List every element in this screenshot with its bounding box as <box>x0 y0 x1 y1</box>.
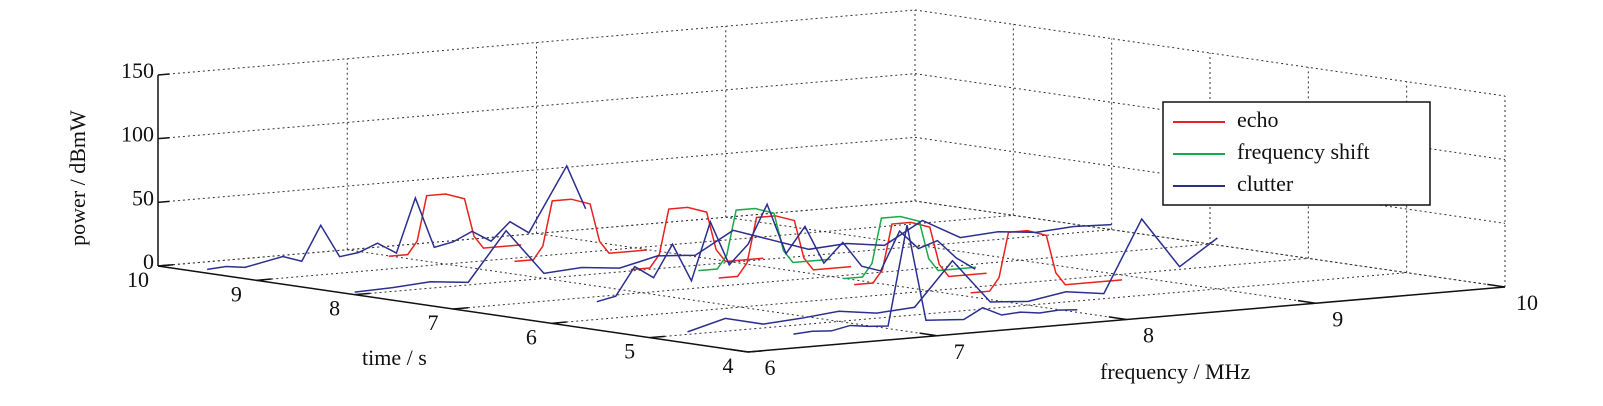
x-tick <box>1487 283 1506 288</box>
y-tick <box>256 278 272 282</box>
grid-line <box>536 233 1127 320</box>
grid-line <box>354 229 1112 296</box>
grid-line <box>256 214 1014 281</box>
trace <box>207 164 587 271</box>
trace <box>687 217 1218 333</box>
trace <box>718 215 852 279</box>
grid-line <box>725 216 1316 304</box>
x-tick-label: 7 <box>954 339 965 364</box>
grid-line <box>914 136 1506 224</box>
y-tick-label: 4 <box>723 353 734 378</box>
grid-line <box>157 200 916 267</box>
y-tick-label: 9 <box>231 281 242 306</box>
x-tick-label: 6 <box>765 355 776 380</box>
trace <box>388 193 522 257</box>
y-tick-label: 5 <box>624 339 635 364</box>
legend-label: clutter <box>1237 171 1294 196</box>
x-tick <box>1108 316 1127 321</box>
y-tick-label: 8 <box>329 296 340 321</box>
z-tick-label: 0 <box>143 249 154 274</box>
x-tick-label: 10 <box>1516 290 1538 315</box>
grid-line <box>347 249 938 337</box>
y-tick <box>747 349 764 353</box>
grid-line <box>157 9 916 76</box>
z-axis-label: power / dBmW <box>65 110 90 246</box>
y-tick <box>649 335 665 339</box>
grid-line <box>914 9 1506 97</box>
y-tick-label: 6 <box>526 324 537 349</box>
z-tick-label: 150 <box>121 58 154 83</box>
grid-line <box>157 136 916 203</box>
trace <box>843 215 977 280</box>
x-tick <box>1297 299 1316 304</box>
trace <box>514 198 647 263</box>
y-tick-label: 10 <box>127 267 149 292</box>
legend-box <box>1162 101 1431 206</box>
y-tick <box>354 292 370 296</box>
trace <box>354 219 1112 293</box>
grid-line <box>157 73 916 140</box>
trace <box>630 206 764 271</box>
z-tick <box>157 73 170 76</box>
z-tick-label: 50 <box>132 185 154 210</box>
grid-line <box>452 243 1211 310</box>
x-axis-label: frequency / MHz <box>1100 359 1251 384</box>
grid-line <box>914 200 1506 288</box>
grid-line <box>649 272 1407 339</box>
trace <box>970 229 1123 294</box>
x-tick <box>730 348 749 353</box>
x-tick <box>919 332 938 337</box>
legend-label: echo <box>1237 107 1279 132</box>
trace <box>854 221 987 286</box>
y-tick-label: 7 <box>428 310 439 335</box>
z-tick <box>157 136 170 140</box>
z-tick <box>157 264 170 267</box>
legend-label: frequency shift <box>1237 139 1370 164</box>
trace <box>596 202 976 303</box>
y-tick <box>452 306 469 310</box>
trace <box>793 224 1078 335</box>
trace <box>698 207 831 272</box>
grid-line <box>551 257 1309 324</box>
z-tick <box>157 200 170 204</box>
y-tick <box>551 321 567 325</box>
x-tick-label: 8 <box>1143 323 1154 348</box>
x-tick-label: 9 <box>1332 306 1343 331</box>
z-tick-label: 100 <box>121 122 154 147</box>
y-axis-label: time / s <box>362 345 427 370</box>
